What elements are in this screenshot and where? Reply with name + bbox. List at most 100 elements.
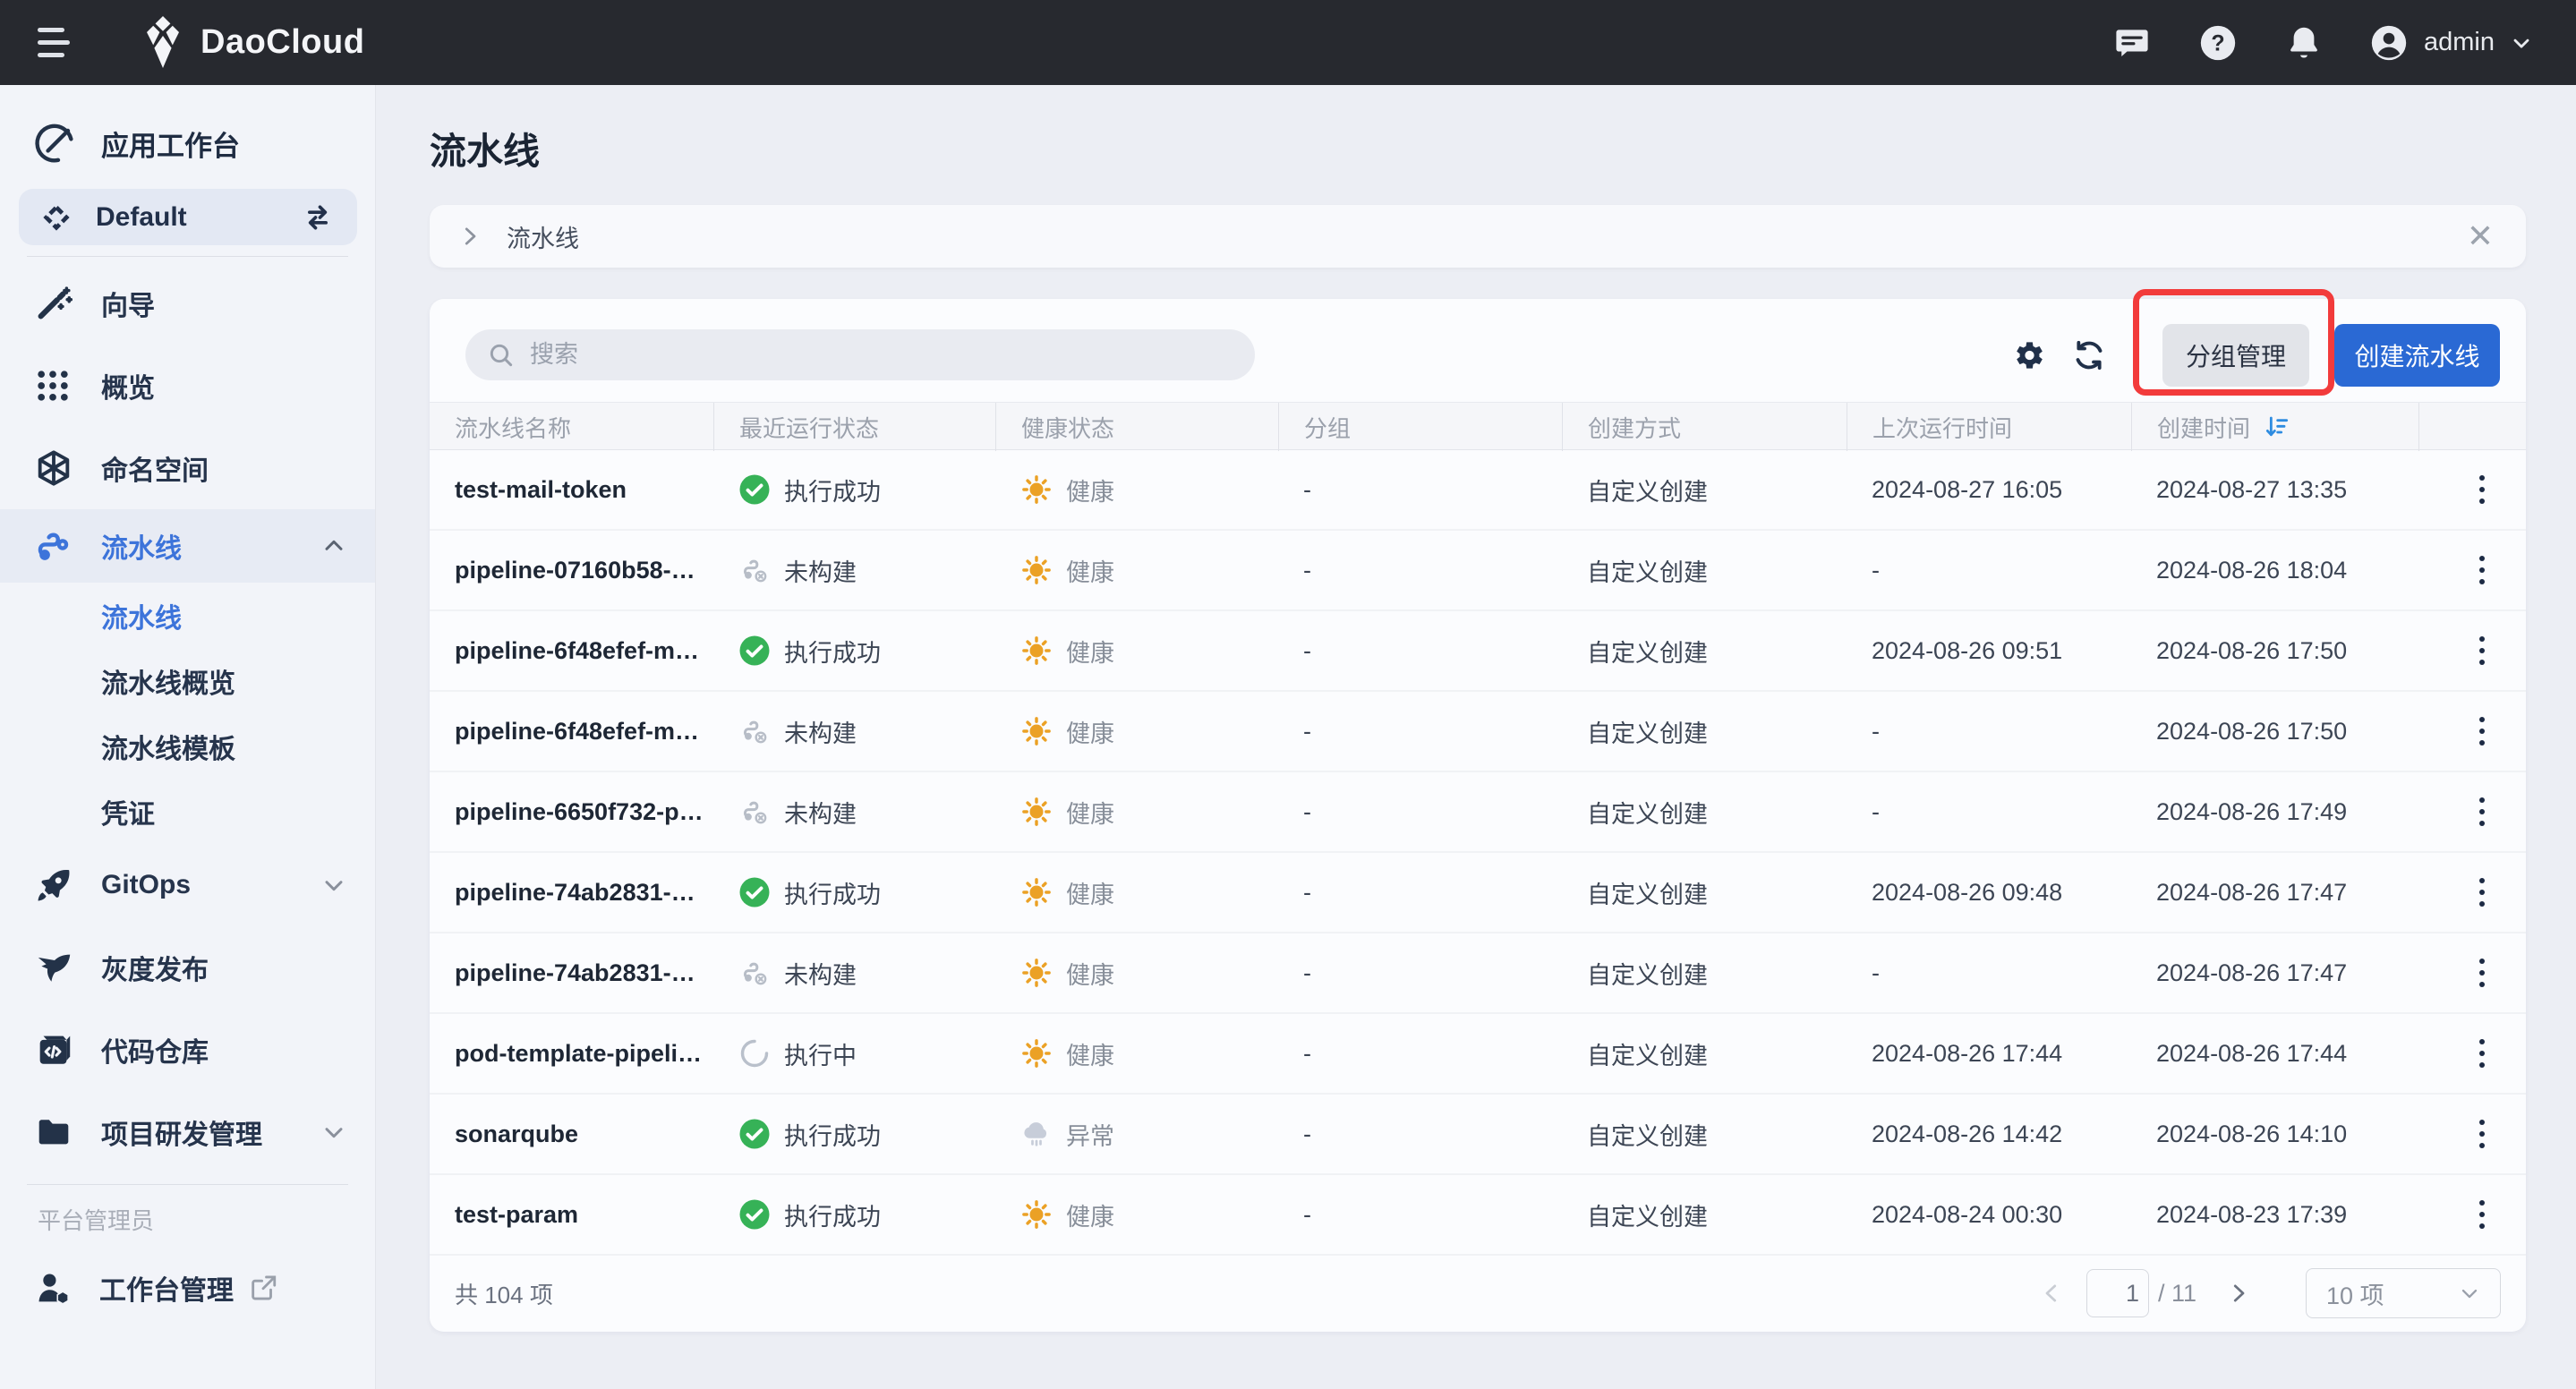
- pipeline-name[interactable]: pipeline-6f48efef-m…: [455, 717, 700, 745]
- last-run-time-cell: 2024-08-24 00:30: [1872, 1200, 2063, 1228]
- pipeline-name[interactable]: pipeline-6650f732-p…: [455, 797, 704, 825]
- success-status-icon: [738, 1198, 771, 1231]
- caret-down-icon: [2509, 30, 2534, 55]
- sidebar-item-pipeline[interactable]: 流水线: [0, 509, 375, 583]
- page-number-input[interactable]: [2086, 1269, 2149, 1317]
- menu-icon[interactable]: [38, 20, 84, 66]
- last-run-time-cell: 2024-08-27 16:05: [1872, 475, 2063, 503]
- run-status-label: 未构建: [784, 961, 857, 989]
- pipeline-name[interactable]: test-mail-token: [455, 475, 627, 503]
- pipeline-table-card: 分组管理 创建流水线 流水线名称 最近运行状态 健康状态 分组 创建方式 上次运…: [430, 299, 2526, 1332]
- sidebar-item-namespace[interactable]: 命名空间: [0, 427, 375, 509]
- pipeline-name[interactable]: pipeline-74ab2831-…: [455, 878, 695, 906]
- user-cube-icon: [33, 1267, 74, 1308]
- group-cell: -: [1303, 717, 1311, 745]
- create-time-cell: 2024-08-26 17:44: [2156, 1039, 2348, 1067]
- row-actions-button[interactable]: [2470, 466, 2494, 513]
- pipeline-name[interactable]: pod-template-pipeli…: [455, 1039, 702, 1067]
- create-method-cell: 自定义创建: [1587, 800, 1708, 828]
- user-menu[interactable]: admin: [2368, 22, 2534, 64]
- sort-descending-icon[interactable]: [2263, 413, 2291, 441]
- sidebar-item-code-repo[interactable]: 代码仓库: [0, 1009, 375, 1091]
- run-status-label: 未构建: [784, 558, 857, 586]
- create-method-cell: 自定义创建: [1587, 720, 1708, 747]
- role-label: 平台管理员: [38, 1207, 155, 1234]
- page-size-value: 10 项: [2326, 1282, 2384, 1309]
- workspace-icon: [38, 200, 74, 235]
- create-pipeline-button[interactable]: 创建流水线: [2334, 323, 2500, 387]
- row-actions-button[interactable]: [2470, 1191, 2494, 1238]
- page-size-select[interactable]: 10 项: [2306, 1268, 2501, 1318]
- pipeline-name[interactable]: pipeline-74ab2831-…: [455, 959, 695, 986]
- row-actions-button[interactable]: [2470, 950, 2494, 996]
- row-actions-button[interactable]: [2470, 627, 2494, 674]
- breadcrumb-item[interactable]: 流水线: [507, 225, 579, 252]
- last-run-time-cell: 2024-08-26 17:44: [1872, 1039, 2063, 1067]
- group-cell: -: [1303, 797, 1311, 825]
- sidebar-item-pipeline-list[interactable]: 流水线: [0, 583, 375, 648]
- rocket-icon: [33, 865, 76, 906]
- pipeline-name[interactable]: sonarqube: [455, 1120, 579, 1147]
- table-row: pipeline-74ab2831-… 执行成功 健康 - 自定义创建 2024…: [430, 853, 2526, 933]
- create-method-cell: 自定义创建: [1587, 961, 1708, 989]
- group-cell: -: [1303, 636, 1311, 664]
- row-actions-button[interactable]: [2470, 1030, 2494, 1077]
- workspace-name: Default: [96, 201, 187, 232]
- column-header-actions: [2418, 403, 2526, 451]
- healthy-health-icon: [1020, 876, 1053, 908]
- next-page-icon[interactable]: [2220, 1274, 2257, 1312]
- group-manage-button[interactable]: 分组管理: [2162, 323, 2309, 387]
- close-icon[interactable]: ✕: [2466, 217, 2494, 254]
- pipeline-name[interactable]: pipeline-07160b58-…: [455, 556, 695, 584]
- table-row: test-mail-token 执行成功 健康 - 自定义创建 2024-08-…: [430, 450, 2526, 531]
- healthy-health-icon: [1020, 1037, 1053, 1069]
- create-time-cell: 2024-08-26 14:10: [2156, 1120, 2348, 1147]
- row-actions-button[interactable]: [2470, 547, 2494, 593]
- prev-page-icon[interactable]: [2033, 1274, 2070, 1312]
- wand-icon: [33, 283, 76, 324]
- sidebar-divider: [27, 256, 348, 257]
- sidebar-item-gitops[interactable]: GitOps: [0, 844, 375, 926]
- switch-workspace-icon[interactable]: [300, 200, 336, 235]
- sidebar-item-workbench-mgmt[interactable]: 工作台管理: [0, 1247, 375, 1329]
- sidebar-item-gray-release[interactable]: 灰度发布: [0, 926, 375, 1009]
- row-actions-button[interactable]: [2470, 708, 2494, 754]
- create-method-cell: 自定义创建: [1587, 1042, 1708, 1069]
- folder-icon: [33, 1112, 76, 1153]
- sidebar-item-wizard[interactable]: 向导: [0, 262, 375, 345]
- chat-icon[interactable]: [2111, 21, 2154, 64]
- sidebar-item-label: 概览: [101, 374, 155, 404]
- cube-icon: [33, 447, 76, 489]
- running-status-icon: [738, 1037, 771, 1069]
- sidebar-item-pipeline-template[interactable]: 流水线模板: [0, 713, 375, 779]
- search-input[interactable]: [530, 341, 1210, 369]
- refresh-icon[interactable]: [2064, 330, 2114, 380]
- sidebar-item-label: 项目研发管理: [101, 1121, 262, 1150]
- sidebar-item-label: GitOps: [101, 870, 192, 899]
- run-status-label: 执行成功: [784, 1203, 881, 1231]
- total-count: 共 104 项: [455, 1281, 553, 1308]
- sidebar-item-overview[interactable]: 概览: [0, 345, 375, 427]
- gear-icon[interactable]: [2003, 330, 2053, 380]
- bell-icon[interactable]: [2282, 21, 2325, 64]
- sidebar-item-credentials[interactable]: 凭证: [0, 779, 375, 844]
- help-icon[interactable]: ?: [2196, 21, 2239, 64]
- row-actions-button[interactable]: [2470, 788, 2494, 835]
- sidebar-item-project-dev-mgmt[interactable]: 项目研发管理: [0, 1091, 375, 1173]
- sidebar-item-label: 向导: [101, 292, 155, 321]
- sidebar-item-label: 流水线: [101, 534, 182, 564]
- pipeline-name[interactable]: pipeline-6f48efef-m…: [455, 636, 700, 664]
- search-box[interactable]: [465, 329, 1255, 380]
- healthy-health-icon: [1020, 473, 1053, 506]
- chevron-right-icon[interactable]: [456, 223, 483, 250]
- row-actions-button[interactable]: [2470, 869, 2494, 916]
- workspace-selector[interactable]: Default: [19, 189, 357, 245]
- run-status-label: 执行成功: [784, 478, 881, 506]
- group-cell: -: [1303, 556, 1311, 584]
- run-status-label: 未构建: [784, 720, 857, 747]
- abnormal-health-icon: [1020, 1118, 1053, 1150]
- sidebar-item-pipeline-overview[interactable]: 流水线概览: [0, 648, 375, 713]
- column-header-create-time[interactable]: 创建时间: [2131, 403, 2418, 451]
- pipeline-name[interactable]: test-param: [455, 1200, 579, 1228]
- row-actions-button[interactable]: [2470, 1111, 2494, 1157]
